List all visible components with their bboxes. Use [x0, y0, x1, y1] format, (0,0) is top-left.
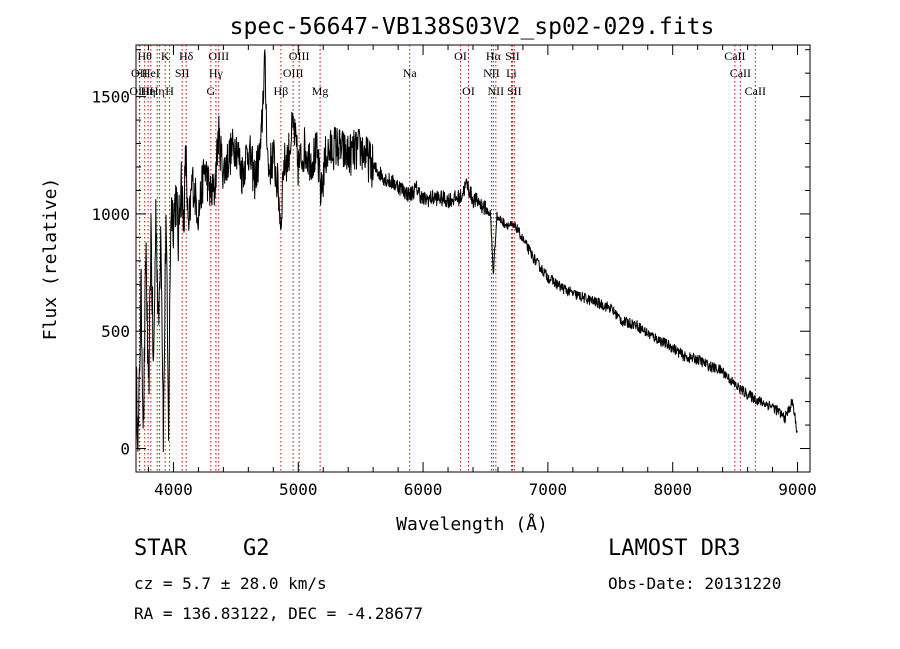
y-tick-label: 500	[101, 322, 130, 341]
line-mark-label: Mg	[312, 84, 329, 98]
line-mark-label: NII	[488, 84, 505, 98]
y-axis-label: Flux (relative)	[40, 178, 61, 341]
y-tick-label: 1000	[91, 205, 130, 224]
x-tick-label: 6000	[404, 480, 443, 499]
line-mark-label: OI	[454, 49, 467, 63]
line-mark-label: Hη	[141, 84, 156, 98]
line-mark-label: H	[165, 84, 174, 98]
y-tick-label: 0	[120, 440, 130, 459]
line-mark-label: SII	[505, 49, 520, 63]
line-mark-label: OI	[462, 84, 475, 98]
spectral-line-labels: OIIOIIIHθHηHeIHηKHSIIHδGHγOIIIHβOIIIOIII…	[129, 49, 766, 98]
spectrum-line	[135, 49, 798, 453]
line-mark-label: CaII	[730, 66, 751, 80]
line-mark-label: OIII	[289, 49, 310, 63]
plot-frame-layer	[135, 44, 811, 473]
x-axis-label: Wavelength (Å)	[396, 513, 548, 535]
line-mark-label: OIII	[129, 84, 150, 98]
line-mark-label: Hη	[150, 84, 165, 98]
chart-title: spec-56647-VB138S03V2_sp02-029.fits	[230, 14, 715, 40]
line-mark-label: Hβ	[274, 84, 289, 98]
x-tick-label: 8000	[653, 480, 692, 499]
x-tick-label: 9000	[778, 480, 817, 499]
line-mark-label: Hθ	[138, 49, 153, 63]
line-mark-label: SII	[507, 84, 522, 98]
line-mark-label: HeI	[142, 66, 160, 80]
line-mark-label: SII	[175, 66, 190, 80]
line-mark-label: Na	[403, 66, 418, 80]
survey-name: LAMOST DR3	[608, 536, 741, 561]
line-mark-label: Hα	[486, 49, 502, 63]
line-mark-label: Li	[506, 66, 517, 80]
spectral-line-marks	[138, 45, 756, 472]
line-mark-label: Hδ	[179, 49, 194, 63]
x-tick-label: 4000	[154, 480, 193, 499]
redshift-cz: cz = 5.7 ± 28.0 km/s	[134, 574, 327, 593]
axes: 4000 5000 6000 7000 8000 9000 0 500 1000 1500	[91, 45, 817, 499]
object-class: STAR	[134, 536, 187, 561]
ra-dec-coordinates: RA = 136.83122, DEC = -4.28677	[134, 604, 423, 623]
line-mark-label: CaII	[724, 49, 745, 63]
line-mark-label: NII	[483, 66, 500, 80]
x-tick-label: 7000	[529, 480, 568, 499]
line-mark-label: K	[161, 49, 170, 63]
line-mark-label: G	[207, 84, 216, 98]
x-tick-label: 5000	[279, 480, 318, 499]
line-mark-label: OIII	[283, 66, 304, 80]
observation-date: Obs-Date: 20131220	[608, 574, 782, 593]
object-subclass: G2	[243, 536, 270, 561]
line-mark-label: Hγ	[209, 66, 224, 80]
line-mark-label: CaII	[745, 84, 766, 98]
y-tick-label: 1500	[91, 88, 130, 107]
plot-frame	[135, 44, 811, 473]
line-mark-label: OIII	[208, 49, 229, 63]
